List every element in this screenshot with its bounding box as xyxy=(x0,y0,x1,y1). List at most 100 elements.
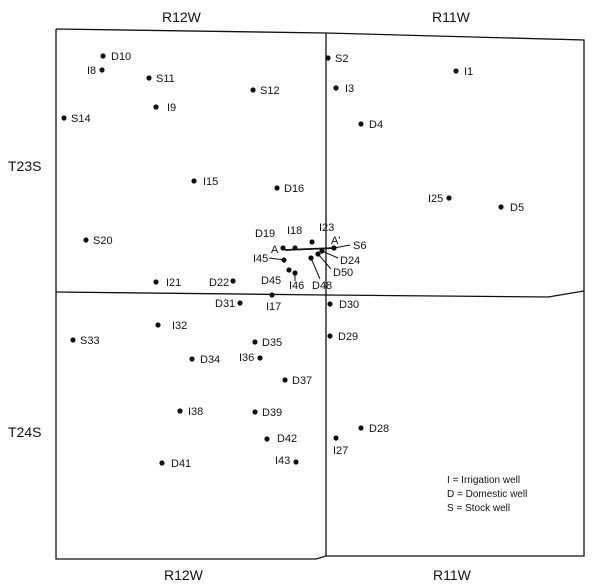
well-label: D22 xyxy=(209,277,229,289)
well-d35: D35 xyxy=(252,337,282,349)
legend-stock: S = Stock well xyxy=(447,503,510,514)
well-label: I21 xyxy=(166,277,181,289)
range-label-top-right: R11W xyxy=(432,9,471,25)
well-marker xyxy=(319,248,325,254)
well-d50: D50 xyxy=(315,251,353,279)
well-d4: D4 xyxy=(358,119,383,131)
well-marker xyxy=(308,255,314,261)
well-label: S20 xyxy=(93,235,113,247)
well-d31: D31 xyxy=(215,298,243,310)
well-marker xyxy=(286,267,292,273)
well-s2: S2 xyxy=(325,53,348,65)
well-marker xyxy=(309,239,315,245)
well-i25: I25 xyxy=(428,193,452,205)
well-s20: S20 xyxy=(83,235,113,247)
well-label: I23 xyxy=(319,222,334,234)
well-i21: I21 xyxy=(153,277,181,289)
well-i17: I17 xyxy=(266,292,281,313)
well-marker xyxy=(292,245,298,251)
well-marker xyxy=(327,333,333,339)
well-marker xyxy=(327,301,333,307)
well-label: D28 xyxy=(369,423,389,435)
well-label: I32 xyxy=(172,320,187,332)
well-marker xyxy=(153,104,159,110)
well-i43: I43 xyxy=(275,455,299,467)
well-marker xyxy=(100,53,106,59)
well-d41: D41 xyxy=(159,458,191,470)
well-marker xyxy=(281,257,287,263)
well-marker xyxy=(257,355,263,361)
map-outer-boundary xyxy=(55,28,585,560)
well-marker xyxy=(99,67,105,73)
well-marker xyxy=(155,322,161,328)
range-label-top-left: R12W xyxy=(162,9,202,25)
wells-layer: D10 I8 S11 I9 S12 S14 I15 D16 S20 I21 D22 D19 I18 I23… xyxy=(61,51,524,470)
well-marker xyxy=(83,237,89,243)
well-i27: I27 xyxy=(333,435,348,457)
well-i36: I36 xyxy=(239,352,263,364)
well-marker xyxy=(252,339,258,345)
well-label: D37 xyxy=(292,375,312,387)
well-i9: I9 xyxy=(153,102,176,114)
well-marker xyxy=(177,408,183,414)
well-label: S11 xyxy=(156,73,175,85)
well-marker xyxy=(191,178,197,184)
well-label: I1 xyxy=(464,66,473,78)
well-label: I36 xyxy=(239,352,254,364)
well-marker xyxy=(274,185,280,191)
well-label: D39 xyxy=(262,407,282,419)
legend: I = Irrigation well D = Domestic well S … xyxy=(447,475,527,514)
well-label: I3 xyxy=(345,83,354,95)
well-i8: I8 xyxy=(87,65,105,77)
well-marker xyxy=(189,356,195,362)
well-label: I38 xyxy=(188,406,203,418)
well-marker xyxy=(331,245,337,251)
well-marker xyxy=(325,55,331,61)
range-label-bottom-left: R12W xyxy=(164,567,204,583)
cross-section-end-label: A' xyxy=(331,235,340,247)
well-i46: I46 xyxy=(289,270,304,292)
legend-irrigation: I = Irrigation well xyxy=(447,475,520,486)
well-i18: I18 xyxy=(287,225,302,251)
well-label: I25 xyxy=(428,193,443,205)
well-label: I18 xyxy=(287,225,302,237)
well-i3: I3 xyxy=(333,83,354,95)
leader-line-d50 xyxy=(317,253,332,270)
well-d5: D5 xyxy=(498,202,524,214)
well-marker xyxy=(333,85,339,91)
well-marker xyxy=(292,270,298,276)
well-s11: S11 xyxy=(146,73,175,85)
well-label: D48 xyxy=(312,280,332,292)
well-marker xyxy=(250,87,256,93)
well-marker xyxy=(264,436,270,442)
leader-line-s6 xyxy=(333,244,351,249)
well-label: D45 xyxy=(261,275,281,287)
well-marker xyxy=(446,195,452,201)
well-label: S14 xyxy=(71,113,91,125)
well-label: D34 xyxy=(200,354,220,366)
well-s14: S14 xyxy=(61,113,91,125)
well-label: I17 xyxy=(266,301,281,313)
well-marker xyxy=(453,68,459,74)
well-d16: D16 xyxy=(274,183,304,195)
well-d19: D19 xyxy=(255,228,286,251)
well-label: I45 xyxy=(253,253,268,265)
well-d34: D34 xyxy=(189,354,220,366)
well-d48: D48 xyxy=(308,255,332,292)
well-label: D50 xyxy=(333,267,353,279)
well-marker xyxy=(153,279,159,285)
well-marker xyxy=(358,121,364,127)
well-marker xyxy=(269,292,275,298)
well-d22: D22 xyxy=(209,277,236,289)
well-marker xyxy=(252,409,258,415)
township-line xyxy=(55,290,585,298)
well-i32: I32 xyxy=(155,320,187,332)
well-label: I9 xyxy=(167,102,176,114)
well-marker xyxy=(70,337,76,343)
well-marker xyxy=(230,278,236,284)
well-label: D24 xyxy=(340,255,360,267)
well-d29: D29 xyxy=(327,331,358,343)
well-marker xyxy=(333,435,339,441)
well-label: D5 xyxy=(510,202,524,214)
township-label-south: T24S xyxy=(8,424,41,440)
